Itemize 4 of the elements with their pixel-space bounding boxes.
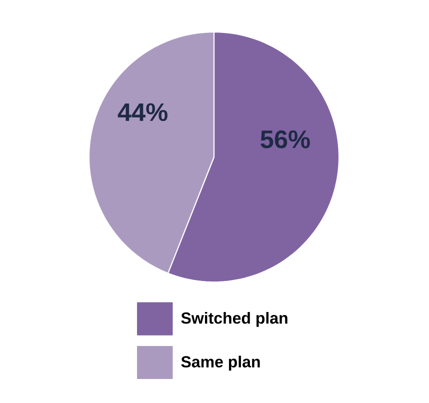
legend-label: Same plan [181,356,260,371]
data-label: 56% [260,130,310,148]
data-label: 44% [118,103,168,122]
legend-label: Switched plan [181,312,288,327]
